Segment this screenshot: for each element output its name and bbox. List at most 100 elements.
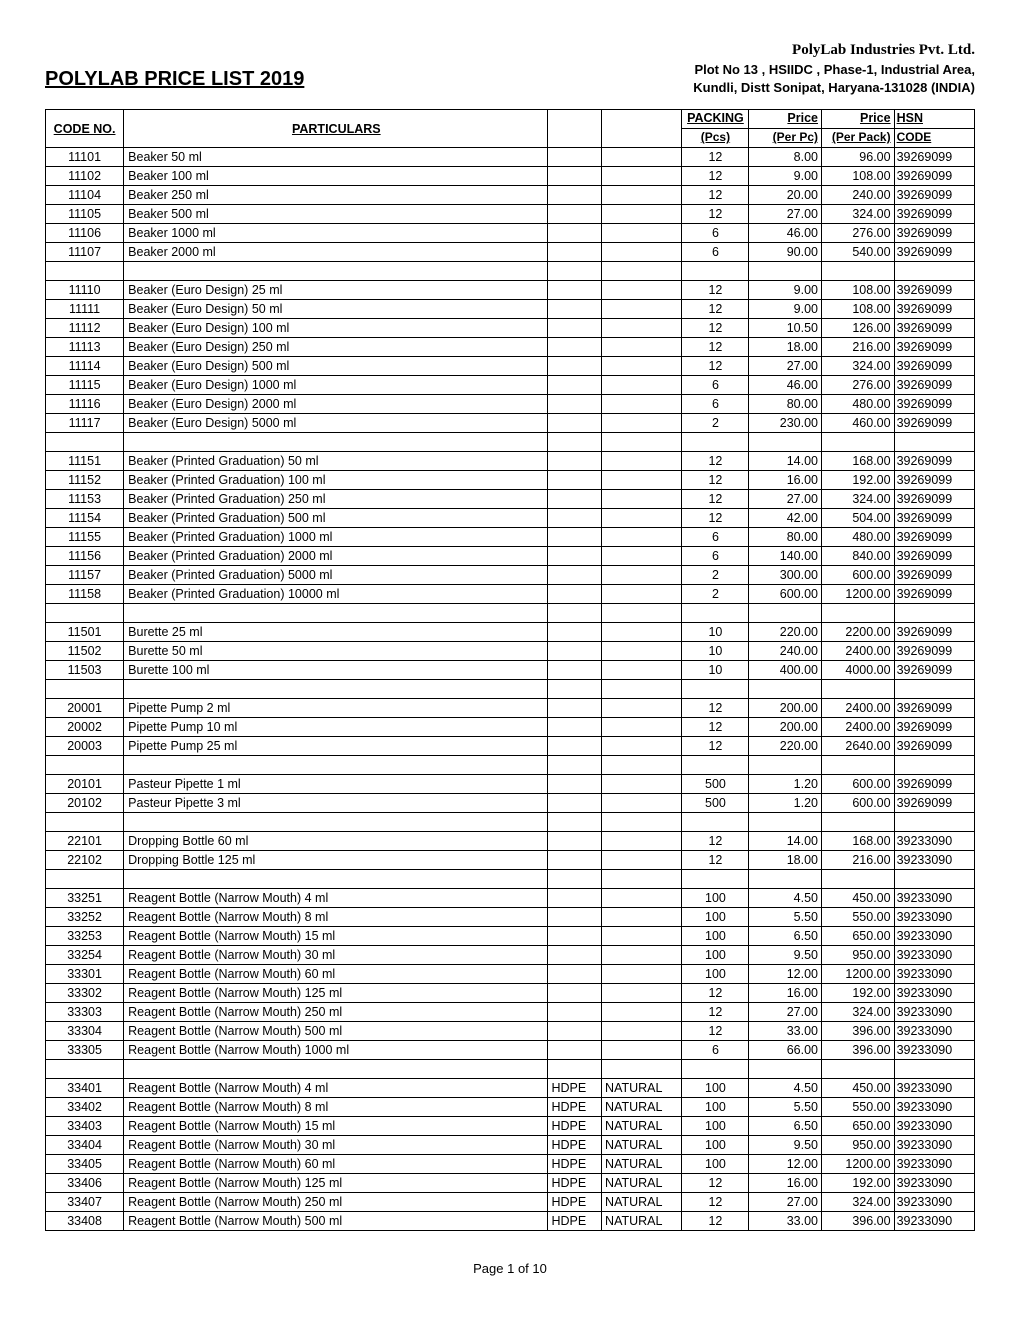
table-row: 11112Beaker (Euro Design) 100 ml1210.501… [46, 319, 975, 338]
cell-code: 11104 [46, 186, 124, 205]
spacer-row [46, 756, 975, 775]
cell-price-pack: 2200.00 [822, 623, 895, 642]
th-price-pk: Price [822, 110, 895, 129]
cell-hsn: 39269099 [894, 148, 974, 167]
table-row: 20102Pasteur Pipette 3 ml5001.20600.0039… [46, 794, 975, 813]
table-row: 11502Burette 50 ml10240.002400.003926909… [46, 642, 975, 661]
cell-particulars: Beaker 1000 ml [124, 224, 548, 243]
cell-particulars: Reagent Bottle (Narrow Mouth) 4 ml [124, 1079, 548, 1098]
cell-price-pc: 240.00 [749, 642, 822, 661]
cell-price-pc: 27.00 [749, 205, 822, 224]
cell-price-pack: 2640.00 [822, 737, 895, 756]
cell-hsn: 39233090 [894, 927, 974, 946]
cell-code: 22101 [46, 832, 124, 851]
th-particulars: PARTICULARS [124, 110, 548, 148]
cell-hsn: 39233090 [894, 965, 974, 984]
table-row: 11104Beaker 250 ml1220.00240.0039269099 [46, 186, 975, 205]
cell-price-pack: 2400.00 [822, 699, 895, 718]
cell-packing: 10 [682, 623, 749, 642]
cell-hsn: 39269099 [894, 566, 974, 585]
cell-color [602, 357, 682, 376]
cell-color [602, 148, 682, 167]
cell-price-pc: 6.50 [749, 1117, 822, 1136]
cell-price-pack: 650.00 [822, 927, 895, 946]
cell-color [602, 832, 682, 851]
cell-packing: 12 [682, 490, 749, 509]
cell-code: 11101 [46, 148, 124, 167]
cell-packing: 12 [682, 509, 749, 528]
cell-material [548, 965, 602, 984]
cell-particulars: Beaker (Printed Graduation) 1000 ml [124, 528, 548, 547]
th-color [602, 110, 682, 148]
cell-color [602, 167, 682, 186]
cell-price-pack: 950.00 [822, 946, 895, 965]
cell-price-pack: 276.00 [822, 376, 895, 395]
cell-particulars: Dropping Bottle 60 ml [124, 832, 548, 851]
cell-color: NATURAL [602, 1136, 682, 1155]
table-row: 11115Beaker (Euro Design) 1000 ml646.002… [46, 376, 975, 395]
cell-particulars: Reagent Bottle (Narrow Mouth) 60 ml [124, 1155, 548, 1174]
cell-price-pack: 396.00 [822, 1041, 895, 1060]
cell-particulars: Pipette Pump 10 ml [124, 718, 548, 737]
cell-price-pack: 2400.00 [822, 642, 895, 661]
cell-price-pack: 1200.00 [822, 585, 895, 604]
cell-material [548, 376, 602, 395]
cell-material [548, 1022, 602, 1041]
cell-color [602, 376, 682, 395]
cell-price-pack: 950.00 [822, 1136, 895, 1155]
cell-material [548, 547, 602, 566]
cell-price-pack: 460.00 [822, 414, 895, 433]
cell-price-pc: 220.00 [749, 737, 822, 756]
cell-price-pc: 5.50 [749, 908, 822, 927]
cell-packing: 2 [682, 566, 749, 585]
cell-hsn: 39269099 [894, 300, 974, 319]
cell-material [548, 737, 602, 756]
cell-code: 11116 [46, 395, 124, 414]
table-row: 22102Dropping Bottle 125 ml1218.00216.00… [46, 851, 975, 870]
table-row: 22101Dropping Bottle 60 ml1214.00168.003… [46, 832, 975, 851]
cell-code: 33301 [46, 965, 124, 984]
cell-hsn: 39233090 [894, 1041, 974, 1060]
cell-price-pack: 600.00 [822, 566, 895, 585]
cell-color: NATURAL [602, 1155, 682, 1174]
cell-material: HDPE [548, 1117, 602, 1136]
cell-price-pc: 27.00 [749, 1003, 822, 1022]
cell-price-pc: 66.00 [749, 1041, 822, 1060]
table-row: 33402Reagent Bottle (Narrow Mouth) 8 mlH… [46, 1098, 975, 1117]
cell-color [602, 490, 682, 509]
cell-packing: 100 [682, 1117, 749, 1136]
cell-color [602, 737, 682, 756]
cell-price-pc: 1.20 [749, 775, 822, 794]
cell-hsn: 39233090 [894, 1117, 974, 1136]
cell-hsn: 39269099 [894, 376, 974, 395]
cell-color [602, 281, 682, 300]
cell-price-pack: 550.00 [822, 908, 895, 927]
cell-particulars: Dropping Bottle 125 ml [124, 851, 548, 870]
cell-price-pc: 230.00 [749, 414, 822, 433]
th-packing: PACKING [682, 110, 749, 129]
cell-price-pc: 27.00 [749, 490, 822, 509]
cell-price-pc: 20.00 [749, 186, 822, 205]
cell-packing: 12 [682, 281, 749, 300]
cell-price-pack: 216.00 [822, 851, 895, 870]
cell-price-pc: 12.00 [749, 965, 822, 984]
cell-packing: 12 [682, 1212, 749, 1231]
cell-packing: 100 [682, 1079, 749, 1098]
cell-hsn: 39269099 [894, 243, 974, 262]
cell-particulars: Reagent Bottle (Narrow Mouth) 8 ml [124, 908, 548, 927]
cell-code: 33302 [46, 984, 124, 1003]
cell-packing: 100 [682, 1155, 749, 1174]
cell-material: HDPE [548, 1136, 602, 1155]
table-row: 11111Beaker (Euro Design) 50 ml129.00108… [46, 300, 975, 319]
cell-color [602, 186, 682, 205]
table-row: 11107Beaker 2000 ml690.00540.0039269099 [46, 243, 975, 262]
table-row: 33302Reagent Bottle (Narrow Mouth) 125 m… [46, 984, 975, 1003]
cell-packing: 12 [682, 699, 749, 718]
cell-color: NATURAL [602, 1174, 682, 1193]
th-pcs: (Pcs) [682, 129, 749, 148]
cell-particulars: Burette 50 ml [124, 642, 548, 661]
cell-price-pack: 504.00 [822, 509, 895, 528]
table-row: 11106Beaker 1000 ml646.00276.0039269099 [46, 224, 975, 243]
cell-particulars: Reagent Bottle (Narrow Mouth) 1000 ml [124, 1041, 548, 1060]
cell-code: 11114 [46, 357, 124, 376]
